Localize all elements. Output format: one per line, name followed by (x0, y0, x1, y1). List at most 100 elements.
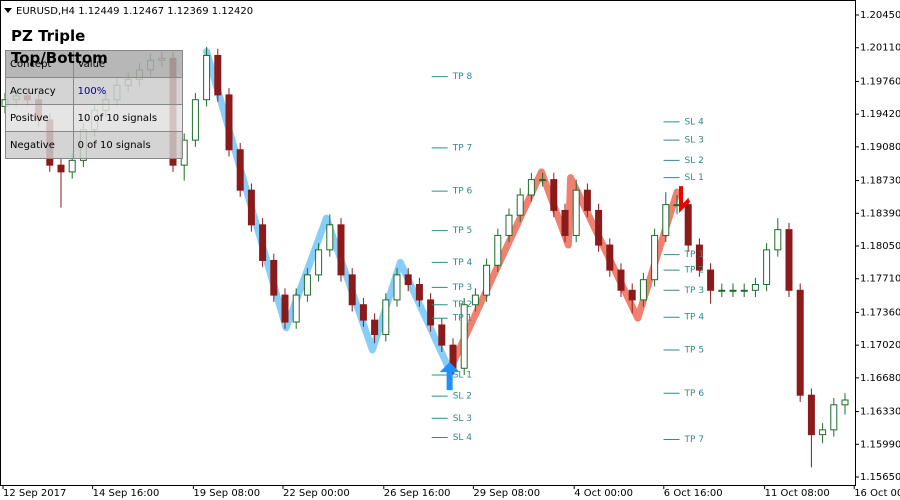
candle-body (539, 179, 547, 182)
candle-body (785, 229, 793, 291)
cell: Negative (5, 131, 74, 159)
buy-arrow (439, 362, 460, 391)
candle-body (259, 224, 267, 261)
candle-body (740, 289, 748, 292)
candle-body (404, 274, 412, 286)
candle-body (359, 304, 367, 321)
x-tick-label: 29 Sep 08:00 (473, 488, 540, 499)
x-tick-label: 22 Sep 00:00 (283, 488, 350, 499)
candle-body (751, 284, 759, 291)
column-header: Value (72, 50, 184, 78)
level-label: SL 3 (453, 414, 472, 424)
x-tick-label: 16 Oct 00:00 (854, 488, 900, 499)
candle-body (628, 289, 636, 301)
level-label: TP 3 (452, 283, 473, 293)
cell: 0 of 10 signals (72, 131, 184, 159)
candle-body (796, 289, 804, 396)
y-tick-label: 1.16680 (860, 373, 900, 384)
cell: Accuracy (5, 77, 74, 105)
candle-body (550, 179, 558, 211)
y-tick-label: 1.18730 (860, 176, 900, 187)
candle-body (639, 279, 647, 301)
level-label: TP 2 (684, 266, 705, 276)
level-label: TP 3 (684, 286, 705, 296)
level-label: SL 3 (685, 136, 704, 146)
candle-body (281, 294, 289, 323)
candle-body (505, 214, 513, 236)
y-tick-label: 1.17360 (860, 307, 900, 318)
y-tick-label: 1.15990 (860, 439, 900, 450)
candle-body (236, 149, 244, 191)
candle-body (348, 274, 356, 306)
level-label: TP 6 (684, 389, 705, 399)
candle-body (382, 299, 390, 336)
level-label: SL 2 (453, 392, 472, 402)
candle-body (427, 299, 435, 326)
cell: 10 of 10 signals (72, 104, 184, 132)
candle-body (807, 394, 815, 436)
candle-body (247, 189, 255, 226)
candle-body (225, 94, 233, 151)
candle-body (572, 189, 580, 236)
level-label: SL 4 (453, 433, 473, 443)
candle-body (651, 234, 659, 281)
level-label: TP 7 (452, 143, 473, 153)
level-label: TP 1 (684, 250, 705, 260)
candle-body (494, 234, 502, 266)
x-tick-label: 12 Sep 2017 (3, 488, 66, 499)
symbol-header: EURUSD,H4 1.12449 1.12467 1.12369 1.1242… (16, 6, 253, 17)
candle-body (718, 289, 726, 292)
candle-body (819, 429, 827, 436)
cell: Positive (5, 104, 74, 132)
level-label: TP 5 (684, 345, 705, 355)
level-label: SL 1 (685, 173, 704, 183)
candle-body (337, 224, 345, 276)
candle-body (606, 244, 614, 271)
y-tick-label: 1.18050 (860, 241, 900, 252)
candle-body (483, 264, 491, 296)
candle-body (214, 54, 222, 96)
panel-title: PZ Triple Top/Bottom (5, 22, 183, 67)
candle-body (303, 274, 311, 296)
y-tick-label: 1.20110 (860, 43, 900, 54)
level-label: SL 2 (685, 156, 704, 166)
level-label: TP 2 (452, 300, 473, 310)
x-tick-label: 4 Oct 00:00 (574, 488, 633, 499)
level-label: TP 1 (452, 314, 473, 324)
candle-body (371, 319, 379, 336)
cell: 100% (72, 77, 184, 105)
sell-arrow (679, 186, 691, 213)
candle-body (315, 249, 323, 276)
candle-body (830, 404, 838, 431)
candle-body (763, 249, 771, 286)
candle-body (203, 54, 211, 101)
candle-body (684, 204, 692, 246)
y-tick-label: 1.17710 (860, 274, 900, 285)
level-label: TP 8 (452, 72, 473, 82)
x-tick-label: 19 Sep 08:00 (193, 488, 260, 499)
level-label: TP 5 (452, 226, 473, 236)
candle-body (471, 294, 479, 306)
candle-body (695, 244, 703, 271)
candle-body (415, 284, 423, 301)
panel-table: Concept Value Accuracy 100% Positive 10 of … (5, 50, 184, 159)
header-menu-arrow[interactable] (4, 8, 12, 13)
candle-body (460, 304, 468, 369)
candle-body (516, 194, 524, 216)
level-label: SL 4 (685, 117, 705, 127)
candle-body (292, 294, 300, 323)
candle-body (729, 289, 737, 292)
x-tick-label: 6 Oct 16:00 (664, 488, 723, 499)
level-label: TP 4 (452, 258, 473, 268)
candle-body (438, 324, 446, 346)
x-tick-label: 26 Sep 16:00 (384, 488, 451, 499)
level-label: TP 6 (452, 187, 473, 197)
y-tick-label: 1.19760 (860, 76, 900, 87)
candle-body (191, 99, 199, 141)
y-tick-label: 1.16330 (860, 407, 900, 418)
plot-layer: TP 8 TP 7 TP 6 TP 5 TP 4 TP 3 TP 2 TP 1 SL 1 SL 2… (1, 46, 849, 468)
y-tick-label: 1.18390 (860, 208, 900, 219)
y-tick-label: 1.19080 (860, 142, 900, 153)
candle-body (57, 164, 65, 173)
